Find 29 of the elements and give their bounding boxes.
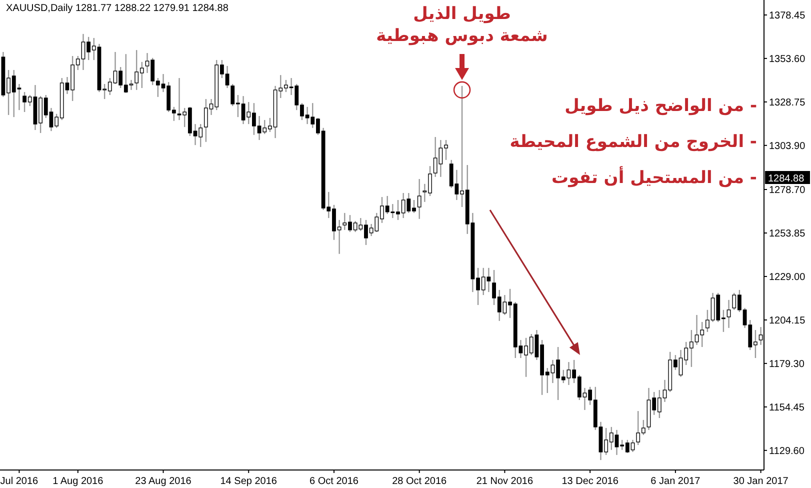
x-tick-label: 30 Jan 2017 bbox=[733, 476, 789, 487]
y-tick-label: 1328.75 bbox=[769, 97, 806, 108]
y-tick-label: 1353.60 bbox=[769, 54, 806, 65]
annotation: - الخروج من الشموع المحيطة bbox=[510, 132, 757, 152]
y-tick-label: 1303.90 bbox=[769, 140, 806, 152]
chart-title: XAUUSD,Daily 1281.77 1288.22 1279.91 1284.88 bbox=[6, 3, 229, 14]
x-tick-label: 6 Oct 2016 bbox=[310, 476, 359, 487]
y-tick-label: 1204.15 bbox=[769, 315, 806, 326]
annotation: - من المستحيل أن تفوت bbox=[552, 168, 757, 188]
y-tick-label: 1179.30 bbox=[769, 358, 805, 370]
x-tick-label: 23 Aug 2016 bbox=[135, 476, 192, 487]
x-tick-label: 14 Sep 2016 bbox=[220, 476, 278, 487]
x-tick-label: 6 Jan 2017 bbox=[650, 476, 701, 487]
x-tick-label: 1 Aug 2016 bbox=[52, 476, 104, 487]
price-label: 1284.88 bbox=[765, 171, 810, 184]
x-tick-label: 28 Oct 2016 bbox=[392, 476, 448, 487]
y-tick-label: 1378.45 bbox=[769, 10, 806, 22]
annotation: شمعة دبوس هبوطية bbox=[375, 26, 549, 46]
candlestick bbox=[417, 178, 422, 220]
y-tick-label: 1278.70 bbox=[769, 185, 806, 196]
annotation: - من الواضح ذيل طويل bbox=[564, 96, 757, 116]
x-tick-label: 13 Dec 2016 bbox=[562, 476, 619, 487]
y-tick-label: 1154.45 bbox=[769, 402, 805, 414]
y-tick-label: 1229.00 bbox=[769, 272, 806, 283]
y-tick-label: 1253.85 bbox=[769, 228, 806, 240]
x-tick-label: Jul 2016 bbox=[0, 476, 39, 487]
y-tick-label: 1129.60 bbox=[769, 446, 805, 457]
x-tick-label: 21 Nov 2016 bbox=[476, 476, 534, 487]
annotation: طويل الذيل bbox=[412, 4, 512, 24]
